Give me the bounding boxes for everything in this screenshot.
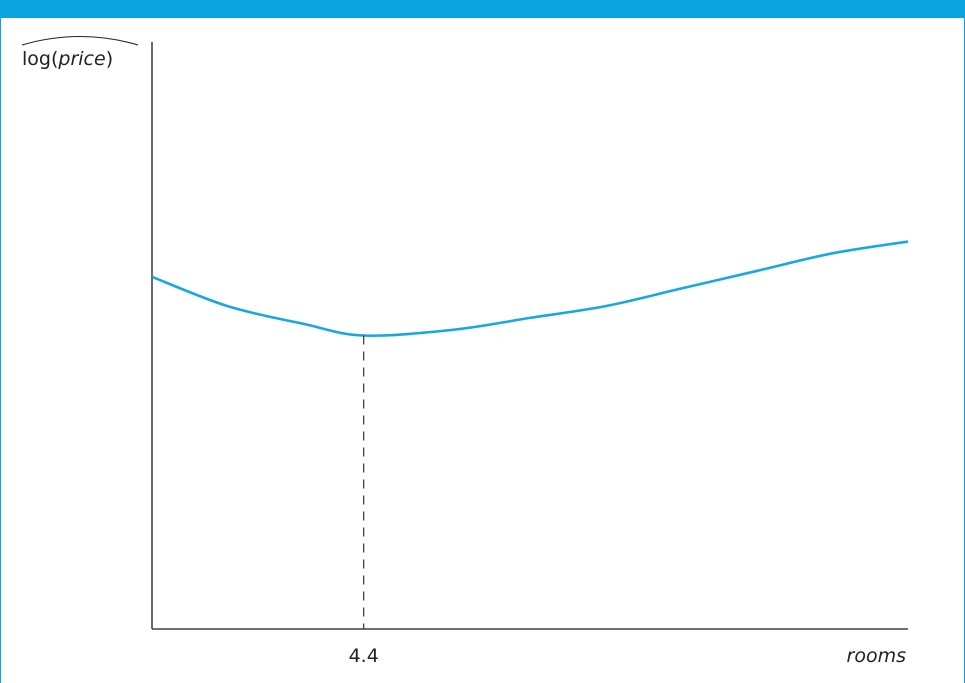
- y-axis-label: log(price): [21, 36, 139, 70]
- x-axis-label: rooms: [847, 645, 907, 667]
- y-axis-label-hat: [21, 36, 139, 46]
- y-axis-label-suffix: ): [106, 48, 113, 70]
- series-layer: 4.4: [151, 240, 909, 667]
- svg-text:log(price): log(price): [22, 48, 113, 70]
- x-tick-label: 4.4: [349, 645, 379, 667]
- series-line: [151, 240, 909, 337]
- header-band: [0, 0, 965, 18]
- y-axis-label-variable: price: [57, 48, 105, 70]
- y-axis-label-prefix: log(: [22, 48, 58, 70]
- frame-left-border: [0, 0, 1, 683]
